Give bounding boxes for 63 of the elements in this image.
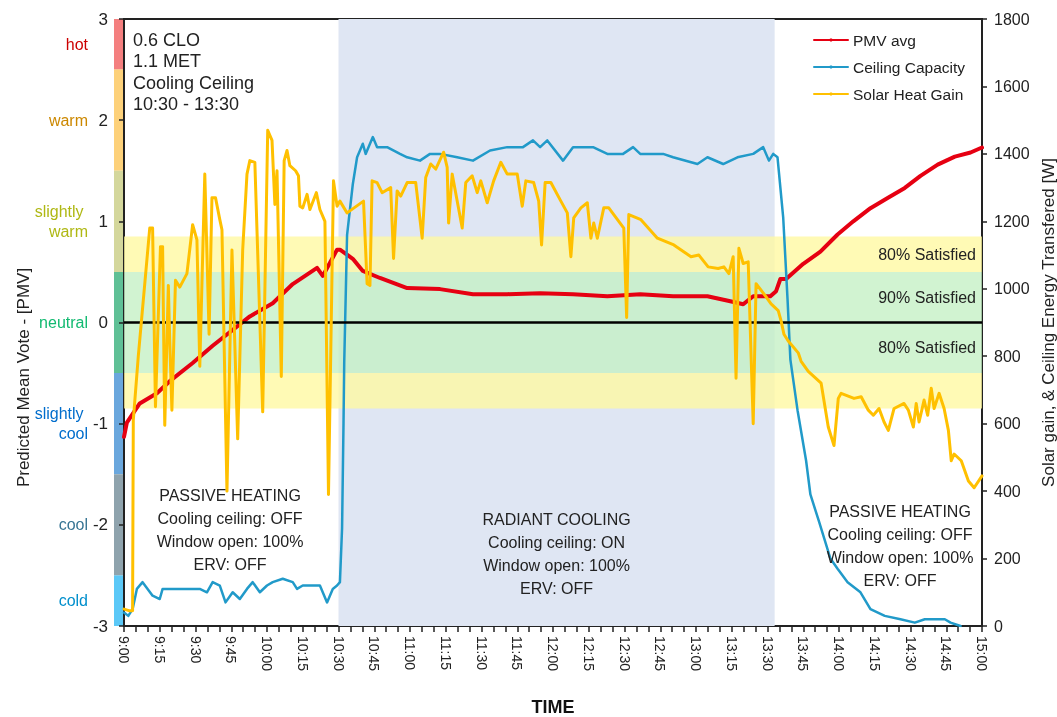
y-tick-label: -3 [92,616,108,636]
x-tick-label: 11:45 [509,636,526,671]
x-tick-label: 13:15 [723,636,740,672]
y-tick-label: 0 [98,313,108,332]
y-tick-label: 2 [98,110,108,130]
annotation: 0.6 CLO 1.1 MET Cooling Ceiling 10:30 - 13:30 [133,29,255,115]
x-tick-label: 14:00 [831,636,847,672]
y2-tick-label: 1800 [994,10,1030,28]
x-tick-label: 11:15 [437,636,454,671]
y2-tick-label: 600 [994,415,1021,433]
y2-axis-title: Solar gain, & Ceiling Energy Transfered [W] [1039,158,1057,487]
x-tick-label: 14:15 [866,636,883,672]
x-tick-label: 10:45 [366,636,383,672]
legend-label: PMV avg [853,31,916,49]
y2-tick-label: 1200 [994,212,1030,230]
x-tick-label: 12:30 [616,636,633,672]
x-tick-label: 14:30 [902,636,919,672]
band-label: 80% Satisfied [878,339,976,357]
x-tick-label: 13:45 [795,636,812,672]
y2-tick-label: 1600 [994,77,1030,95]
x-tick-label: 11:00 [402,636,418,671]
x-tick-label: 12:15 [580,636,597,672]
x-tick-label: 11:30 [473,636,490,671]
x-tick-label: 10:15 [294,636,311,672]
band-label: 80% Satisfied [878,245,976,263]
y2-tick-label: 0 [994,617,1003,635]
series-label: hot [65,35,89,53]
x-tick-label: 10:00 [259,636,275,672]
y2-tick-label: 800 [994,347,1021,365]
legend-label: Solar Heat Gain [853,85,964,103]
series-label: cool [58,516,88,534]
x-tick-label: 9:45 [223,636,240,664]
x-axis-title: TIME [531,697,575,717]
y2-tick-label: 400 [994,482,1021,500]
x-tick-label: 9:30 [187,636,204,664]
annotation: PASSIVE HEATING Cooling ceiling: OFF Window open: 100% ERV: OFF [156,487,304,573]
y-tick-label: 1 [98,211,108,231]
y-tick-label: -2 [92,515,108,535]
series-label: cold [58,592,88,610]
y-axis-title: Predicted Mean Vote - [PMV] [14,267,33,488]
y2-tick-label: 1400 [994,145,1030,163]
x-tick-label: 12:45 [652,636,669,672]
band-label: RADIANT COOLING Cooling ceiling: ON Window open: 100% ERV: OFF [482,511,631,597]
bar [114,575,124,626]
x-tick-label: 13:30 [759,636,776,672]
y2-tick-label: 1000 [994,280,1030,298]
x-tick-label: 12:00 [545,636,561,672]
x-tick-label: 9:15 [151,636,168,664]
x-tick-label: 14:45 [938,636,955,672]
y-tick-label: -1 [92,414,108,434]
series-label: slightly warm [34,202,88,240]
series-label: neutral [39,314,88,331]
legend-label: Ceiling Capacity [853,58,966,76]
x-tick-label: 9:00 [116,636,132,664]
x-tick-label: 10:30 [330,636,347,672]
x-tick-label: 15:00 [974,636,990,672]
band-label: 90% Satisfied [878,288,976,306]
bar [114,19,124,70]
y2-tick-label: 200 [994,550,1021,568]
y-tick-label: 3 [98,9,108,29]
series-label: slightly cool [34,405,88,443]
series-label: warm [47,111,88,129]
x-tick-label: 13:00 [688,636,704,672]
